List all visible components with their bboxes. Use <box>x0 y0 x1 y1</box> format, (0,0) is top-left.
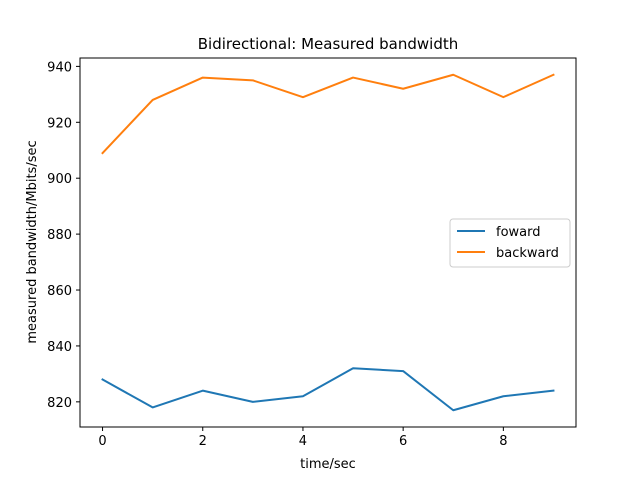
axes-frame <box>79 57 577 428</box>
y-axis-label: measured bandwidth/Mbits/sec <box>25 140 40 343</box>
x-tick-label: 0 <box>98 434 106 449</box>
y-tick-label: 880 <box>47 228 72 243</box>
x-tick-label: 4 <box>299 434 307 449</box>
x-axis-label: time/sec <box>300 457 356 472</box>
legend: foward backward <box>449 218 571 268</box>
series-line-2 <box>101 73 555 155</box>
y-tick-label: 840 <box>47 340 72 355</box>
legend-label: foward <box>496 225 541 240</box>
x-tick-label: 6 <box>399 434 407 449</box>
x-tick-label: 8 <box>499 434 507 449</box>
y-tick-label: 860 <box>47 284 72 299</box>
y-tick-label: 900 <box>47 172 72 187</box>
plot-area: 0 2 4 6 8 820 840 860 880 900 920 940 <box>47 57 577 449</box>
chart-title: Bidirectional: Measured bandwidth <box>198 35 459 53</box>
y-tick-label: 820 <box>47 396 72 411</box>
legend-label: backward <box>496 246 559 261</box>
series-line-1 <box>101 367 555 412</box>
y-tick-label: 920 <box>47 116 72 131</box>
x-tick-label: 2 <box>199 434 207 449</box>
y-tick-label: 940 <box>47 60 72 75</box>
